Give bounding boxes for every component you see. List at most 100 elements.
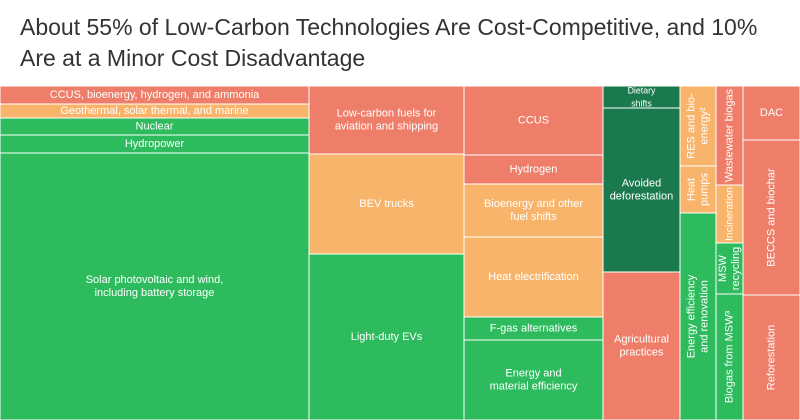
tile-res-bioenergy: RES and bio-energy²	[679, 85, 717, 167]
tile-rect-beccs-biochar	[742, 139, 800, 296]
tile-rect-light-duty-evs	[308, 253, 465, 420]
tile-label-dac: DAC	[760, 107, 783, 119]
tile-label-line: Incineration	[724, 187, 735, 241]
tile-label-line: Heat	[686, 178, 698, 201]
tile-geothermal: Geothermal, solar thermal, and marine	[0, 103, 310, 119]
tile-incineration: Incineration	[715, 184, 744, 244]
tile-rect-heat-pumps	[679, 165, 717, 214]
tile-rect-reforestation	[742, 294, 800, 420]
tile-biogas-from-msw: Biogas from MSW³	[715, 293, 744, 420]
tile-label-line: Agricultural	[614, 334, 669, 346]
tile-solar-pv-wind: Solar photovoltaic and wind, including ba…	[0, 152, 310, 420]
tile-label-f-gas: F-gas alternatives	[490, 323, 578, 335]
tile-label-line: Biogas from MSW³	[724, 311, 736, 404]
tile-label-agricultural-practices: Agricultural practices	[614, 334, 669, 359]
tile-label-line: aviation and shipping	[335, 121, 438, 133]
tile-label-line: BECCS and biochar	[766, 168, 778, 267]
tile-label-line: practices	[619, 347, 664, 359]
tile-label-line: RES and bio-	[686, 93, 698, 159]
tile-label-line: Nuclear	[136, 121, 174, 133]
tile-label-line: F-gas alternatives	[490, 323, 578, 335]
tile-label-avoided-deforestation: Avoided deforestation	[610, 178, 674, 203]
tile-label-line: pumps	[699, 172, 711, 206]
tile-label-ccus-bioenergy: CCUS, bioenergy, hydrogen, and ammonia	[50, 89, 260, 101]
chart-title: About 55% of Low-Carbon Technologies Are…	[20, 14, 758, 71]
tile-low-carbon-fuels: Low-carbon fuels for aviation and shippin…	[308, 85, 465, 155]
tile-hydrogen: Hydrogen	[463, 154, 604, 185]
tile-label-line: recycling	[730, 247, 742, 290]
tile-label-line: BEV trucks	[359, 198, 414, 210]
tile-label-line: CCUS, bioenergy, hydrogen, and ammonia	[50, 89, 260, 101]
tile-label-ccus: CCUS	[518, 115, 549, 127]
tile-agricultural-practices: Agricultural practices	[602, 271, 681, 420]
tile-ccus: CCUS	[463, 85, 604, 156]
tile-label-geothermal: Geothermal, solar thermal, and marine	[60, 105, 248, 117]
tile-rect-dac	[742, 85, 800, 141]
tile-label-line: Hydrogen	[510, 164, 558, 176]
tile-label-line: Bioenergy and other	[484, 198, 583, 210]
tile-label-line: Reforestation	[766, 325, 778, 390]
tile-label-line: including battery storage	[95, 287, 215, 299]
tile-label-incineration: Incineration	[724, 187, 735, 241]
tile-label-hydrogen: Hydrogen	[510, 164, 558, 176]
tile-label-reforestation: Reforestation	[766, 325, 778, 390]
tile-label-line: Heat electrification	[488, 271, 579, 283]
tile-label-biogas-from-msw: Biogas from MSW³	[724, 311, 736, 404]
tile-label-line: Light-duty EVs	[351, 331, 423, 343]
tile-ccus-bioenergy: CCUS, bioenergy, hydrogen, and ammonia	[0, 85, 310, 105]
tile-label-beccs-biochar: BECCS and biochar	[766, 168, 778, 267]
tile-rect-solar-pv-wind	[0, 152, 310, 420]
tile-label-line: MSW	[717, 254, 729, 282]
tile-label-bev-trucks: BEV trucks	[359, 198, 414, 210]
tile-rect-agricultural-practices	[602, 271, 681, 420]
tile-label-line: Wastewater biogas	[724, 88, 736, 182]
tile-label-msw-recycling: MSWrecycling	[717, 247, 742, 290]
tile-label-line: Energy efficiency	[686, 274, 698, 358]
tile-label-line: energy²	[699, 107, 711, 145]
tile-label-line: shifts	[631, 99, 652, 109]
tile-label-bioenergy-fuel-shifts: Bioenergy and other fuel shifts	[484, 198, 583, 223]
tile-msw-recycling: MSWrecycling	[715, 242, 744, 295]
tile-heat-electrification: Heat electrification	[463, 236, 604, 318]
tile-label-energy-material-efficiency: Energy and material efficiency	[490, 368, 578, 393]
tile-bioenergy-fuel-shifts: Bioenergy and other fuel shifts	[463, 183, 604, 238]
tile-label-heat-pumps: Heatpumps	[686, 172, 711, 206]
tile-hydropower: Hydropower	[0, 134, 310, 154]
tile-wastewater-biogas: Wastewater biogas	[715, 85, 744, 186]
tile-light-duty-evs: Light-duty EVs	[308, 253, 465, 420]
tile-rect-avoided-deforestation	[602, 107, 681, 273]
tile-rect-heat-electrification	[463, 236, 604, 318]
tile-label-line: Low-carbon fuels for	[337, 108, 437, 120]
tile-bev-trucks: BEV trucks	[308, 153, 465, 255]
tile-label-energy-efficiency-renovation: Energy efficiencyand renovation	[686, 274, 711, 358]
tile-avoided-deforestation: Avoided deforestation	[602, 107, 681, 273]
tile-dac: DAC	[742, 85, 800, 141]
tile-rect-incineration	[715, 184, 744, 244]
tile-label-line: and renovation	[699, 280, 711, 353]
tile-label-hydropower: Hydropower	[125, 138, 185, 150]
tile-heat-pumps: Heatpumps	[679, 165, 717, 214]
tile-dietary-shifts: Dietary shifts	[602, 85, 681, 109]
tile-label-wastewater-biogas: Wastewater biogas	[724, 88, 736, 182]
tile-f-gas: F-gas alternatives	[463, 316, 604, 341]
tile-label-line: fuel shifts	[510, 211, 557, 223]
tile-label-line: DAC	[760, 107, 783, 119]
tile-label-line: Solar photovoltaic and wind,	[86, 274, 224, 286]
tile-label-res-bioenergy: RES and bio-energy²	[686, 93, 711, 159]
tile-label-light-duty-evs: Light-duty EVs	[351, 331, 423, 343]
tile-energy-efficiency-renovation: Energy efficiencyand renovation	[679, 212, 717, 420]
tile-label-heat-electrification: Heat electrification	[488, 271, 579, 283]
tile-nuclear: Nuclear	[0, 117, 310, 136]
tile-label-line: Avoided	[622, 178, 662, 190]
tile-reforestation: Reforestation	[742, 294, 800, 420]
tile-label-low-carbon-fuels: Low-carbon fuels for aviation and shippin…	[335, 108, 438, 133]
tile-label-line: material efficiency	[490, 381, 578, 393]
tile-energy-material-efficiency: Energy and material efficiency	[463, 339, 604, 420]
tile-label-line: Hydropower	[125, 138, 185, 150]
tile-label-dietary-shifts: Dietary shifts	[628, 86, 656, 109]
tile-beccs-biochar: BECCS and biochar	[742, 139, 800, 296]
tile-label-nuclear: Nuclear	[136, 121, 174, 133]
tile-label-line: Energy and	[505, 368, 561, 380]
tile-label-line: CCUS	[518, 115, 549, 127]
